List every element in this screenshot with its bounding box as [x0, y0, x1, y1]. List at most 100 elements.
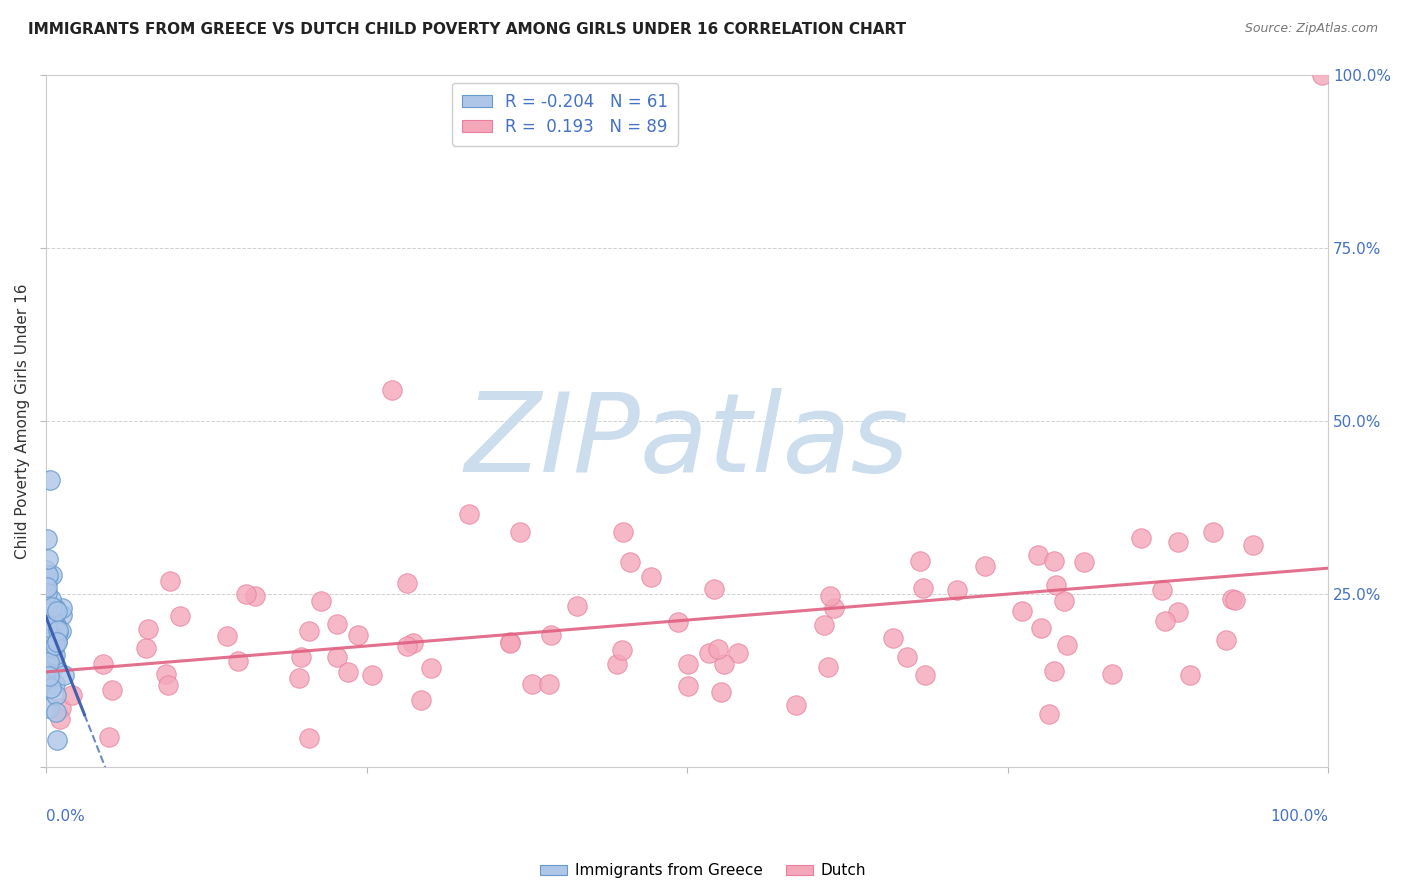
Point: [1167, 605, 1189, 619]
Point: [565, 599, 588, 613]
Point: [336, 665, 359, 680]
Point: [35, 603, 58, 617]
Point: [1150, 583, 1173, 598]
Point: [813, 617, 835, 632]
Point: [100, 682, 122, 697]
Point: [1202, 524, 1225, 539]
Point: [44, 648, 66, 662]
Point: [785, 698, 807, 712]
Point: [39, 641, 62, 656]
Point: [45, 689, 67, 703]
Point: [215, 629, 238, 643]
Point: [538, 676, 561, 690]
Point: [51, 607, 73, 622]
Point: [347, 628, 370, 642]
Point: [1130, 531, 1153, 545]
Point: [610, 643, 633, 657]
Text: IMMIGRANTS FROM GREECE VS DUTCH CHILD POVERTY AMONG GIRLS UNDER 16 CORRELATION C: IMMIGRANTS FROM GREECE VS DUTCH CHILD PO…: [28, 22, 907, 37]
Point: [49, 712, 72, 726]
Point: [45, 733, 67, 747]
Point: [361, 667, 384, 681]
Point: [226, 654, 249, 668]
Point: [1101, 667, 1123, 681]
Point: [911, 581, 934, 595]
Point: [46, 624, 69, 639]
Point: [39, 637, 62, 651]
Point: [41, 568, 63, 582]
Point: [818, 589, 841, 603]
Point: [44, 638, 66, 652]
Point: [710, 685, 733, 699]
Point: [612, 524, 634, 539]
Point: [458, 508, 481, 522]
Point: [35, 647, 58, 661]
Point: [35, 615, 58, 630]
Point: [45, 706, 67, 720]
Point: [1154, 614, 1177, 628]
Point: [520, 676, 543, 690]
Point: [41, 632, 63, 646]
Point: [540, 628, 562, 642]
Point: [41, 638, 63, 652]
Point: [713, 657, 735, 671]
Point: [1225, 593, 1247, 607]
Point: [37, 626, 59, 640]
Point: [409, 693, 432, 707]
Point: [1026, 548, 1049, 562]
Point: [914, 668, 936, 682]
Point: [37, 620, 59, 634]
Point: [155, 667, 177, 681]
Point: [1222, 592, 1244, 607]
Point: [42, 660, 65, 674]
Legend: R = -0.204   N = 61, R =  0.193   N = 89: R = -0.204 N = 61, R = 0.193 N = 89: [451, 83, 678, 145]
Point: [882, 632, 904, 646]
Point: [1310, 68, 1333, 82]
Point: [326, 649, 349, 664]
Point: [46, 604, 69, 618]
Point: [35, 585, 58, 599]
Text: 100.0%: 100.0%: [1270, 809, 1329, 824]
Point: [38, 669, 60, 683]
Point: [678, 657, 700, 671]
Text: Source: ZipAtlas.com: Source: ZipAtlas.com: [1244, 22, 1378, 36]
Point: [606, 657, 628, 671]
Point: [640, 570, 662, 584]
Point: [37, 551, 59, 566]
Point: [37, 532, 59, 546]
Point: [1180, 667, 1202, 681]
Point: [707, 642, 730, 657]
Point: [395, 639, 418, 653]
Point: [44, 600, 66, 615]
Point: [60, 688, 83, 702]
Point: [46, 633, 69, 648]
Legend: Immigrants from Greece, Dutch: Immigrants from Greece, Dutch: [534, 857, 872, 884]
Point: [38, 473, 60, 487]
Point: [159, 574, 181, 589]
Point: [666, 615, 689, 630]
Point: [974, 558, 997, 573]
Point: [38, 656, 60, 670]
Point: [1011, 603, 1033, 617]
Point: [41, 616, 63, 631]
Point: [53, 668, 76, 682]
Point: [38, 666, 60, 681]
Point: [35, 619, 58, 633]
Point: [41, 599, 63, 614]
Point: [245, 589, 267, 603]
Point: [288, 671, 311, 685]
Point: [46, 635, 69, 649]
Point: [402, 636, 425, 650]
Point: [823, 600, 845, 615]
Point: [509, 524, 531, 539]
Point: [1215, 632, 1237, 647]
Point: [41, 681, 63, 696]
Point: [908, 553, 931, 567]
Point: [1056, 638, 1078, 652]
Point: [41, 625, 63, 640]
Point: [169, 609, 191, 624]
Point: [42, 616, 65, 631]
Point: [42, 615, 65, 629]
Point: [817, 660, 839, 674]
Point: [946, 583, 969, 598]
Point: [91, 657, 114, 672]
